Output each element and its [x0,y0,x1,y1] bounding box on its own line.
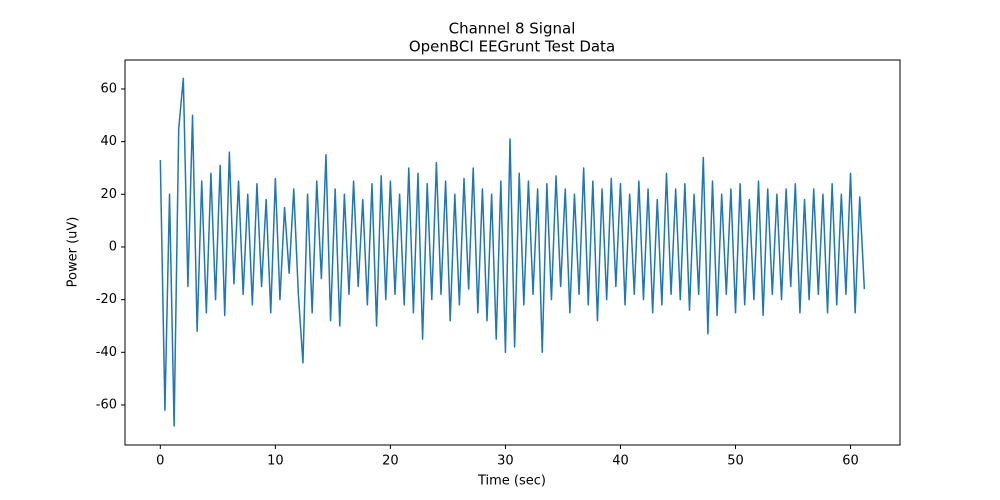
y-tick-label: 60 [100,81,117,96]
x-tick-label: 20 [382,454,399,469]
x-tick-label: 10 [267,454,284,469]
y-tick-label: 40 [100,134,117,149]
chart-subtitle: OpenBCI EEGrunt Test Data [409,38,615,56]
y-axis-label: Power (uV) [66,217,81,288]
y-tick-label: -60 [96,397,117,412]
chart-title: Channel 8 Signal [449,20,576,38]
y-tick-label: -20 [96,292,117,307]
x-tick-label: 60 [842,454,859,469]
y-tick-label: 0 [109,239,117,254]
x-tick-label: 30 [497,454,514,469]
y-tick-label: 20 [100,187,117,202]
x-tick-label: 0 [156,454,164,469]
signal-line [159,77,866,427]
y-tick-label: -40 [96,345,117,360]
x-axis-label: Time (sec) [477,474,546,489]
x-tick-label: 40 [612,454,629,469]
plot-frame [124,59,901,446]
x-tick-label: 50 [727,454,744,469]
